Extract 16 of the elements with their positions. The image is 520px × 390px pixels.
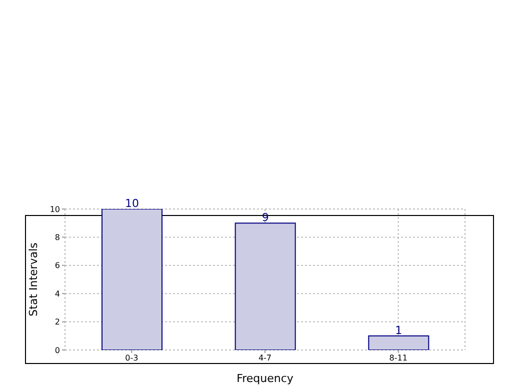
data-label: 1 (395, 324, 402, 337)
x-tick-label: 4-7 (258, 354, 272, 363)
x-tick-label: 8-11 (389, 354, 408, 363)
bar (368, 335, 430, 350)
data-label: 10 (125, 197, 139, 210)
y-tick-label: 2 (54, 318, 60, 327)
y-tick-label: 4 (54, 289, 60, 298)
bar (234, 222, 296, 350)
x-axis-title: Frequency (236, 372, 294, 385)
y-tick-label: 8 (54, 233, 60, 242)
y-tick-label: 6 (54, 261, 60, 270)
x-tick-label: 0-3 (125, 354, 138, 363)
y-tick-label: 10 (50, 204, 60, 214)
y-axis-title: Stat Intervals (26, 242, 40, 316)
bar (102, 209, 162, 350)
y-tick-label: 0 (54, 346, 60, 355)
